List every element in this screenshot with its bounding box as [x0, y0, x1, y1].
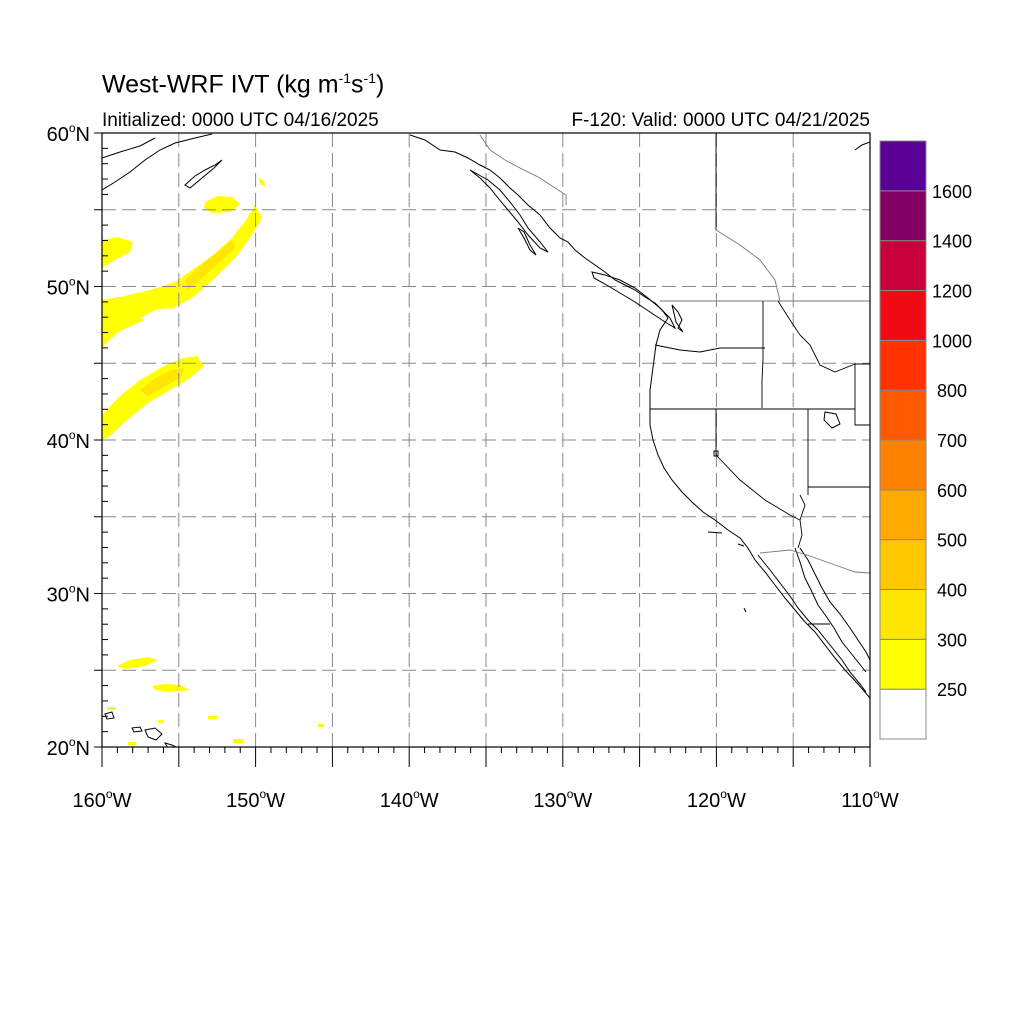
bc-alberta-border — [715, 229, 781, 302]
channel-islands — [707, 531, 747, 613]
title-text-end: ) — [375, 70, 385, 99]
great-salt-lake — [823, 411, 841, 429]
lon-label: 120oW — [687, 787, 746, 812]
hudson-edge — [854, 141, 870, 151]
ivt-patch-northwest — [102, 237, 133, 268]
alaska-peninsula — [102, 137, 156, 159]
ivt-patch-sub1 — [117, 657, 158, 669]
colorbar-frame — [879, 140, 927, 740]
ivt-speck-1 — [107, 707, 115, 710]
se-alaska-islands — [469, 169, 549, 253]
colorbar-box — [879, 638, 927, 690]
ivt-plume-north-core — [185, 240, 235, 290]
title-exponent-2: -1 — [363, 70, 376, 86]
lat-label: 50oN — [47, 275, 90, 300]
coastlines — [102, 133, 870, 747]
mexico-mainland-coast — [799, 547, 870, 661]
colorbar-label: 300 — [937, 630, 967, 650]
title-text: West-WRF IVT (kg m — [102, 70, 339, 99]
baja-peninsula — [757, 547, 867, 693]
lon-label: 160oW — [73, 787, 132, 812]
colorbar: 250 300 400 500 600 700 800 1000 1200 1400 1600 — [879, 140, 972, 740]
lon-label: 150oW — [226, 787, 285, 812]
colorbar-label: 1400 — [932, 232, 972, 252]
utah-wyoming-border — [854, 363, 870, 426]
lon-label: 140oW — [380, 787, 439, 812]
colorbar-box — [879, 140, 927, 192]
colorbar-box — [879, 439, 927, 491]
colorbar-label: 500 — [937, 531, 967, 551]
map-title: West-WRF IVT (kg m-1s-1) — [102, 70, 384, 99]
colorbar-label: 1200 — [932, 282, 972, 302]
colorbar-label: 600 — [937, 481, 967, 501]
gridlines — [102, 133, 870, 747]
title-text-s: s — [351, 70, 364, 99]
ca-az-border — [797, 494, 806, 549]
colorbar-box — [879, 389, 927, 441]
tick-marks — [94, 132, 871, 767]
colorbar-label: 1600 — [932, 182, 972, 202]
ca-nv-border — [715, 409, 801, 521]
colorbar-label: 1000 — [932, 331, 972, 351]
colorbar-box-below — [879, 688, 927, 740]
lat-label: 20oN — [47, 735, 90, 760]
colorbar-box — [879, 240, 927, 292]
lat-label: 40oN — [47, 428, 90, 453]
ivt-speck-2 — [208, 716, 217, 719]
lat-label: 30oN — [47, 582, 90, 607]
ivt-speck-6 — [128, 742, 136, 745]
haida-gwaii — [517, 227, 537, 256]
idaho-border — [761, 301, 764, 408]
lon-label: 130oW — [533, 787, 592, 812]
idaho-montana-border — [777, 300, 856, 373]
ivt-plume-south — [102, 356, 204, 440]
colorbar-label: 800 — [937, 381, 967, 401]
colorbar-label: 400 — [937, 581, 967, 601]
colorbar-label: 700 — [937, 431, 967, 451]
title-exponent-1: -1 — [338, 70, 352, 86]
valid-time-label: F-120: Valid: 0000 UTC 04/21/2025 — [571, 110, 870, 131]
alaska-coast-west — [102, 133, 213, 191]
ivt-plume-north — [102, 205, 262, 348]
ivt-speck-5 — [158, 720, 164, 723]
puget-sound — [671, 304, 684, 333]
ivt-speck-3 — [233, 739, 243, 743]
colorbar-box — [879, 290, 927, 341]
ivt-patch-sub2 — [152, 684, 190, 692]
colorbar-box — [879, 339, 927, 391]
init-time-label: Initialized: 0000 UTC 04/16/2025 — [102, 110, 379, 131]
colorbar-box — [879, 489, 927, 541]
latitude-labels: 60oN 50oN 40oN 30oN 20oN — [47, 121, 90, 760]
colorbar-box — [879, 539, 927, 591]
colorbar-box — [879, 589, 927, 640]
colorbar-box — [879, 190, 927, 242]
ivt-plume-south-core — [140, 368, 185, 396]
kodiak-area — [184, 159, 223, 189]
longitude-labels: 160oW 150oW 140oW 130oW 120oW 110oW — [73, 787, 899, 812]
political-borders — [479, 133, 870, 625]
colorbar-label: 250 — [937, 680, 967, 700]
us-mexico-border — [759, 549, 870, 574]
lake-tahoe — [713, 450, 719, 457]
ivt-plume-north-hole — [140, 308, 170, 322]
se-alaska-coast — [409, 134, 669, 319]
ivt-shading — [102, 178, 324, 745]
vancouver-island — [591, 271, 677, 330]
alaska-canada-border — [479, 134, 567, 205]
lon-label: 110oW — [841, 787, 899, 812]
lat-label: 60oN — [47, 121, 90, 146]
ivt-speck-4 — [318, 724, 324, 727]
ivt-patch-tiny — [258, 178, 266, 186]
wa-or-border — [654, 344, 765, 353]
ivt-patch-alaska-gulf — [204, 196, 240, 213]
hawaii-islands — [104, 711, 178, 747]
us-west-coast — [649, 317, 870, 699]
